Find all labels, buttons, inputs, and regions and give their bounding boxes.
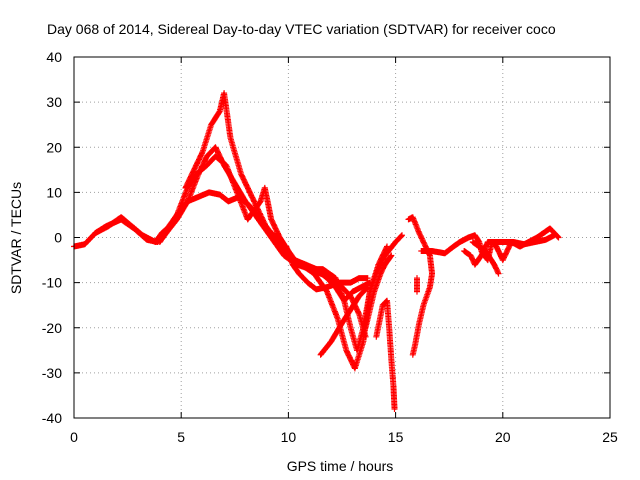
series-trace-1 bbox=[71, 144, 405, 354]
plus-markers bbox=[71, 144, 405, 354]
y-tick-label: -30 bbox=[42, 365, 62, 381]
plus-markers bbox=[469, 239, 502, 277]
x-axis-label: GPS time / hours bbox=[287, 458, 394, 474]
data-points bbox=[71, 90, 562, 412]
plus-markers bbox=[414, 275, 420, 295]
plus-markers bbox=[283, 243, 371, 293]
x-tick-label: 25 bbox=[602, 429, 618, 445]
y-tick-label: -20 bbox=[42, 320, 62, 336]
plus-markers bbox=[317, 284, 371, 358]
series-trace-9 bbox=[373, 297, 398, 412]
plus-markers bbox=[156, 153, 373, 304]
plus-markers bbox=[405, 214, 435, 358]
plus-markers bbox=[182, 90, 390, 372]
y-tick-label: 10 bbox=[46, 184, 62, 200]
y-tick-label: 20 bbox=[46, 139, 62, 155]
plus-markers bbox=[92, 214, 176, 245]
grid bbox=[74, 57, 610, 418]
y-tick-label: 40 bbox=[46, 49, 62, 65]
series-trace-14 bbox=[469, 239, 502, 277]
series-trace-10 bbox=[405, 214, 435, 358]
x-tick-label: 20 bbox=[495, 429, 511, 445]
chart-title: Day 068 of 2014, Sidereal Day-to-day VTE… bbox=[47, 21, 556, 37]
x-tick-label: 10 bbox=[281, 429, 297, 445]
x-tick-label: 5 bbox=[177, 429, 185, 445]
series-trace-4 bbox=[156, 153, 373, 304]
series-trace-8 bbox=[362, 252, 395, 331]
series-trace-11 bbox=[414, 275, 420, 295]
y-tick-label: -10 bbox=[42, 275, 62, 291]
x-tick-label: 0 bbox=[70, 429, 78, 445]
y-tick-label: -40 bbox=[42, 410, 62, 426]
series-trace-5 bbox=[92, 214, 176, 245]
series-trace-6 bbox=[283, 243, 371, 293]
y-axis-label: SDTVAR / TECUs bbox=[8, 182, 24, 294]
series-trace-3 bbox=[182, 90, 390, 372]
x-tick-label: 15 bbox=[388, 429, 404, 445]
plus-markers bbox=[373, 297, 398, 412]
y-tick-label: 0 bbox=[54, 230, 62, 246]
axis-ticks: 0 5 10 15 20 25 -40 -30 -20 -10 0 10 20 30 40 bbox=[42, 49, 618, 445]
series-trace-7 bbox=[317, 284, 371, 358]
y-tick-label: 30 bbox=[46, 94, 62, 110]
plus-markers bbox=[362, 252, 395, 331]
